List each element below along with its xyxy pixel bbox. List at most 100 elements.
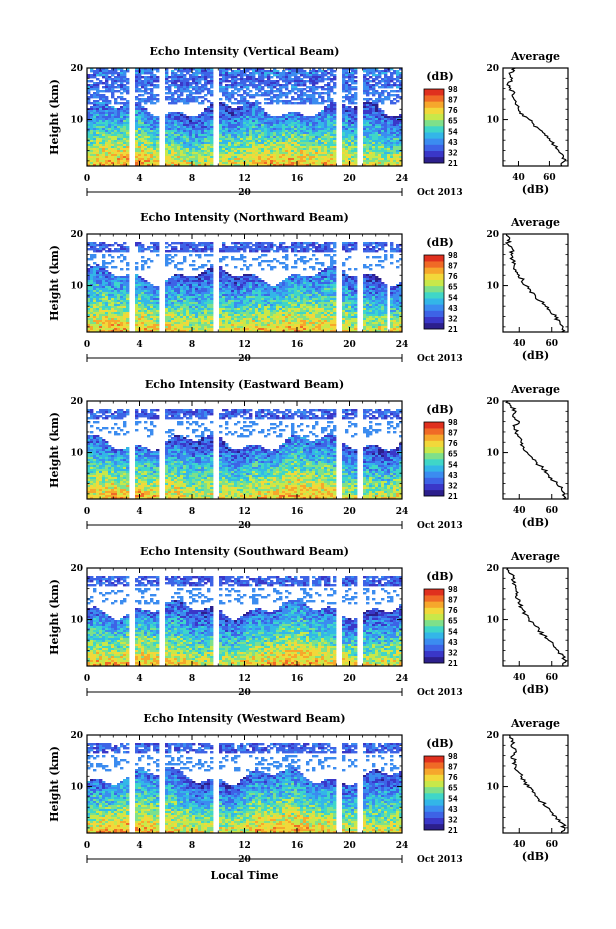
heatmap-cell xyxy=(255,134,259,137)
heatmap-cell xyxy=(102,108,106,111)
heatmap-cell xyxy=(171,148,175,151)
heatmap-cell xyxy=(318,132,322,135)
heatmap-cell xyxy=(312,82,316,85)
heatmap-cell xyxy=(396,160,400,163)
heatmap-cell xyxy=(123,84,127,87)
heatmap-cell xyxy=(201,282,205,285)
heatmap-cell xyxy=(267,132,271,135)
heatmap-cell xyxy=(384,114,388,117)
heatmap-cell xyxy=(99,152,103,155)
heatmap-cell xyxy=(282,114,286,117)
heatmap-cell xyxy=(123,88,127,91)
heatmap-cell xyxy=(153,158,157,161)
heatmap-cell xyxy=(369,106,373,109)
heatmap-cell xyxy=(363,264,367,267)
heatmap-cell xyxy=(399,132,403,135)
heatmap-cell xyxy=(258,134,262,137)
heatmap-cell xyxy=(249,82,253,85)
heatmap-cell xyxy=(318,76,322,79)
heatmap-cell xyxy=(183,78,187,81)
heatmap-cell xyxy=(318,280,322,283)
heatmap-cell xyxy=(267,250,271,253)
heatmap-cell xyxy=(282,140,286,143)
heatmap-cell xyxy=(372,136,376,139)
colorbar-tick-label: 54 xyxy=(448,127,458,136)
heatmap-cell xyxy=(168,92,172,95)
heatmap-cell xyxy=(282,86,286,89)
heatmap-cell xyxy=(225,84,229,87)
heatmap-cell xyxy=(234,74,238,77)
heatmap-cell xyxy=(387,156,391,159)
heatmap-cell xyxy=(207,148,211,151)
heatmap-cell xyxy=(258,136,262,139)
heatmap-cell xyxy=(252,164,256,167)
heatmap-cell xyxy=(237,122,241,125)
heatmap-cell xyxy=(318,248,322,251)
heatmap-cell xyxy=(378,86,382,89)
heatmap-cell xyxy=(354,130,358,133)
heatmap-cell xyxy=(102,98,106,101)
heatmap-cell xyxy=(144,136,148,139)
heatmap-cell xyxy=(144,124,148,127)
heatmap-cell xyxy=(303,146,307,149)
heatmap-cell xyxy=(348,158,352,161)
heatmap-cell xyxy=(372,118,376,121)
heatmap-cell xyxy=(168,144,172,147)
heatmap-cell xyxy=(294,72,298,75)
heatmap-cell xyxy=(231,136,235,139)
heatmap-cell xyxy=(399,244,403,247)
heatmap-cell xyxy=(144,150,148,153)
heatmap-cell xyxy=(363,244,367,247)
heatmap-cell xyxy=(138,90,142,93)
heatmap-cell xyxy=(333,242,337,245)
heatmap-cell xyxy=(378,128,382,131)
heatmap-cell xyxy=(96,244,100,247)
heatmap-cell xyxy=(204,250,208,253)
heatmap-cell xyxy=(120,114,124,117)
heatmap-cell xyxy=(192,148,196,151)
heatmap-cell xyxy=(369,108,373,111)
heatmap-cell xyxy=(252,148,256,151)
heatmap-cell xyxy=(294,70,298,73)
heatmap-cell xyxy=(303,88,307,91)
heatmap-cell xyxy=(123,142,127,145)
heatmap-cell xyxy=(285,80,289,83)
heatmap-cell xyxy=(177,148,181,151)
heatmap-cell xyxy=(123,242,127,245)
heatmap-cell xyxy=(258,126,262,129)
heatmap-cell xyxy=(378,154,382,157)
heatmap-cell xyxy=(378,114,382,117)
heatmap-cell xyxy=(237,144,241,147)
heatmap-cell xyxy=(249,136,253,139)
heatmap-cell xyxy=(366,280,370,283)
heatmap-cell xyxy=(147,88,151,91)
heatmap-cell xyxy=(249,102,253,105)
heatmap-cell xyxy=(165,86,169,89)
heatmap-cell xyxy=(237,152,241,155)
heatmap-cell xyxy=(249,146,253,149)
heatmap-cell xyxy=(273,156,277,159)
heatmap-cell xyxy=(117,68,121,71)
heatmap-cell xyxy=(261,132,265,135)
heatmap-cell xyxy=(384,142,388,145)
heatmap-cell xyxy=(231,70,235,73)
heatmap-cell xyxy=(315,142,319,145)
heatmap-cell xyxy=(393,162,397,165)
heatmap-cell xyxy=(297,68,301,71)
heatmap-cell xyxy=(138,126,142,129)
heatmap-cell xyxy=(171,134,175,137)
heatmap-cell xyxy=(384,76,388,79)
heatmap-cell xyxy=(309,156,313,159)
heatmap-cell xyxy=(384,70,388,73)
heatmap-cell xyxy=(186,96,190,99)
heatmap-cell xyxy=(345,132,349,135)
heatmap-cell xyxy=(399,84,403,87)
heatmap-cell xyxy=(312,90,316,93)
heatmap-cell xyxy=(288,100,292,103)
heatmap-cell xyxy=(267,118,271,121)
heatmap-cell xyxy=(243,104,247,107)
heatmap-cell xyxy=(141,98,145,101)
heatmap-cell xyxy=(291,102,295,105)
heatmap-cell xyxy=(312,280,316,283)
heatmap-cell xyxy=(204,112,208,115)
